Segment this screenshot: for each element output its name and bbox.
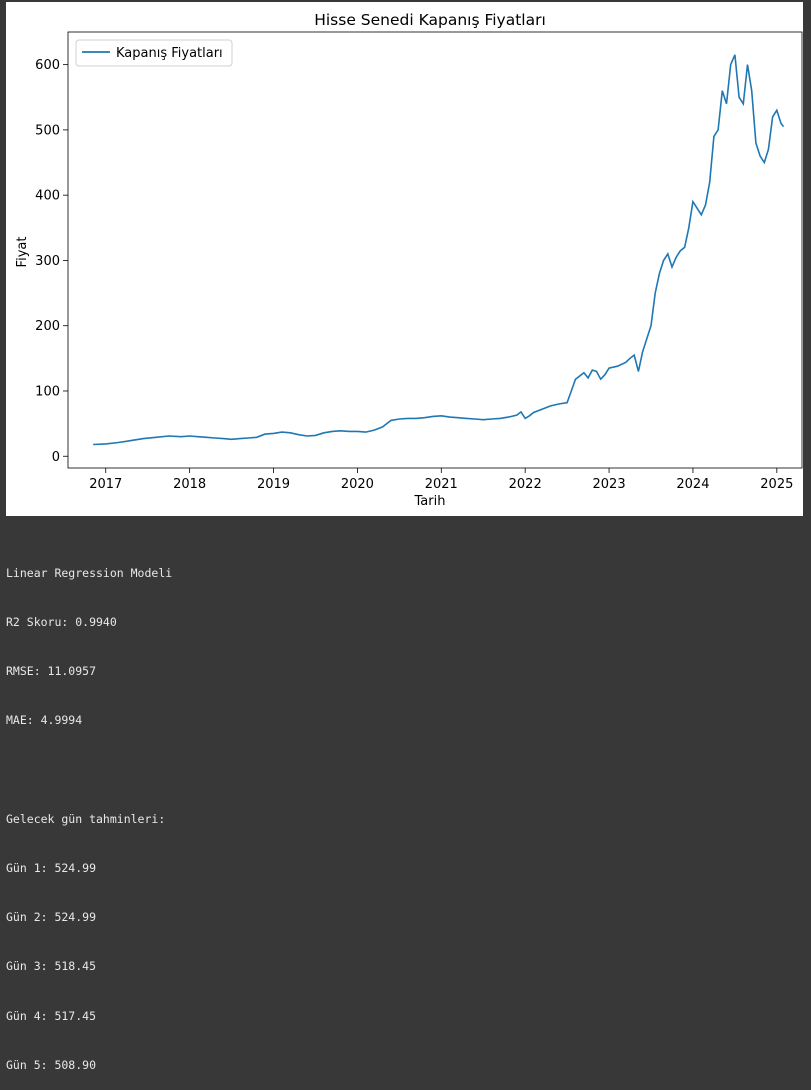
cell-output: Linear Regression Modeli R2 Skoru: 0.994… [6, 532, 806, 1090]
y-axis-ticks: 0 100 200 300 400 500 600 [35, 58, 68, 465]
output-line: Gün 1: 524.99 [6, 861, 97, 876]
y-tick-label: 600 [35, 58, 60, 73]
output-line: Gün 2: 524.99 [6, 910, 97, 925]
output-line: Gün 3: 518.45 [6, 959, 97, 974]
y-tick-label: 500 [35, 123, 60, 138]
output-line: Linear Regression Modeli [6, 565, 173, 580]
y-tick-label: 200 [35, 319, 60, 334]
x-tick-label: 2023 [593, 477, 626, 492]
x-tick-label: 2019 [257, 477, 290, 492]
x-axis-label: Tarih [414, 494, 446, 509]
series-line-kapanis [93, 54, 785, 446]
y-tick-label: 100 [35, 384, 60, 399]
y-tick-label: 0 [52, 450, 60, 465]
x-tick-label: 2020 [341, 477, 374, 492]
legend-label: Kapanış Fiyatları [116, 46, 223, 61]
output-line [6, 762, 806, 778]
output-line: Gün 4: 517.45 [6, 1008, 97, 1023]
y-axis-label: Fiyat [15, 237, 30, 268]
x-tick-label: 2021 [425, 477, 458, 492]
x-tick-label: 2022 [509, 477, 542, 492]
x-tick-label: 2024 [676, 477, 709, 492]
plot-panel: Hisse Senedi Kapanış Fiyatları 0 100 200 30… [6, 2, 803, 516]
x-axis-ticks: 2017 2018 2019 2020 2021 2022 2023 2024 2025 [89, 468, 793, 492]
line-chart: Hisse Senedi Kapanış Fiyatları 0 100 200 30… [15, 11, 803, 509]
x-tick-label: 2017 [89, 477, 122, 492]
y-tick-label: 400 [35, 189, 60, 204]
y-tick-label: 300 [35, 254, 60, 269]
legend: Kapanış Fiyatları [75, 39, 233, 67]
chart-title: Hisse Senedi Kapanış Fiyatları [314, 11, 546, 29]
output-line: Gelecek gün tahminleri: [6, 811, 166, 826]
output-line: R2 Skoru: 0.9940 [6, 615, 117, 630]
output-line: RMSE: 11.0957 [6, 664, 97, 679]
x-tick-label: 2025 [760, 477, 793, 492]
output-line: Gün 5: 508.90 [6, 1057, 97, 1072]
x-tick-label: 2018 [173, 477, 206, 492]
plot-axes-frame [67, 31, 803, 469]
output-line: MAE: 4.9994 [6, 713, 83, 728]
legend-box [75, 39, 233, 67]
